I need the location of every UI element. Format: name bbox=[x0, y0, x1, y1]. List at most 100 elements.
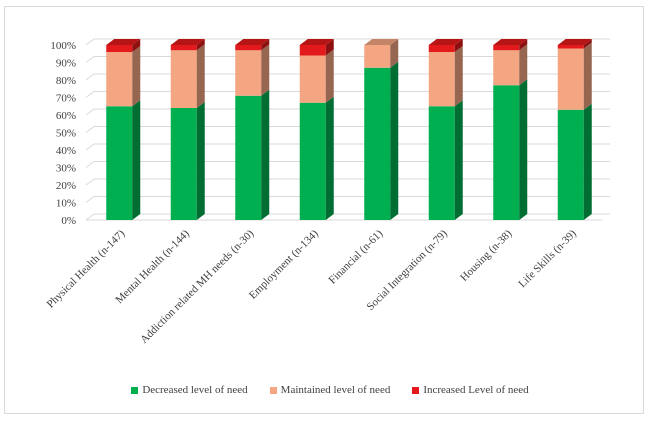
bar-segment-side bbox=[132, 100, 141, 220]
bar-segment-side bbox=[583, 103, 592, 220]
bar-segment bbox=[557, 48, 584, 110]
gridline-side bbox=[85, 196, 95, 203]
bar-segment bbox=[235, 95, 262, 220]
x-axis: Physical Health (n-147)Mental Health (n-… bbox=[45, 227, 580, 345]
x-tick-label: Life Skills (n-39) bbox=[516, 227, 579, 290]
bar-segment-side bbox=[196, 44, 205, 108]
bar-group bbox=[428, 39, 463, 220]
gridlines bbox=[85, 38, 610, 221]
bar-segment bbox=[493, 45, 520, 51]
legend-swatch-decreased bbox=[131, 386, 139, 394]
bar-segment bbox=[428, 106, 455, 220]
bar-segment-side bbox=[390, 39, 399, 68]
legend-swatch-maintained bbox=[269, 386, 277, 394]
y-tick-label: 10% bbox=[56, 198, 76, 210]
bar-segment-side bbox=[261, 39, 270, 51]
y-tick-label: 60% bbox=[56, 110, 76, 122]
bar-segment bbox=[493, 50, 520, 86]
bar-segment bbox=[428, 52, 455, 107]
bar-segment bbox=[299, 45, 326, 56]
x-tick-label: Housing (n-38) bbox=[458, 227, 514, 283]
y-tick-label: 70% bbox=[56, 93, 76, 105]
gridline-side bbox=[85, 38, 95, 46]
bar-top bbox=[428, 39, 463, 45]
bar-segment-side bbox=[196, 39, 205, 51]
legend-item-increased: Increased Level of need bbox=[412, 384, 529, 396]
bar-segment-side bbox=[583, 39, 592, 49]
bar-segment bbox=[170, 45, 197, 51]
bar-segment-side bbox=[519, 44, 528, 86]
y-tick-label: 30% bbox=[56, 163, 76, 175]
bar-segment-side bbox=[261, 89, 270, 220]
gridline-side bbox=[85, 178, 95, 186]
bar-segment-side bbox=[196, 102, 205, 220]
bar-segment-side bbox=[132, 39, 141, 52]
gridline-side bbox=[85, 213, 95, 221]
bar-top bbox=[235, 39, 270, 45]
x-tick-label: Financial (n-61) bbox=[327, 227, 386, 286]
legend-swatch-increased bbox=[412, 386, 420, 394]
legend-label-increased: Increased Level of need bbox=[423, 384, 529, 396]
bar-top bbox=[364, 39, 399, 45]
gridline-side bbox=[85, 108, 95, 116]
legend-label-maintained: Maintained level of need bbox=[280, 384, 391, 396]
gridline-side bbox=[85, 73, 95, 81]
bar-segment-side bbox=[261, 44, 270, 96]
bar-segment bbox=[106, 52, 133, 107]
bar-group bbox=[557, 39, 592, 220]
gridline-side bbox=[85, 143, 95, 151]
legend-item-decreased: Decreased level of need bbox=[131, 384, 248, 396]
bar-top bbox=[299, 39, 334, 45]
bar-segment bbox=[106, 106, 133, 220]
gridline-side bbox=[85, 91, 95, 98]
bar-segment bbox=[170, 50, 197, 108]
bar-segment bbox=[299, 55, 326, 103]
bar-segment-side bbox=[390, 61, 399, 220]
bar-group bbox=[106, 39, 141, 220]
bar-group bbox=[235, 39, 270, 220]
bar-group bbox=[364, 39, 399, 220]
bar-top bbox=[106, 39, 141, 45]
bar-top bbox=[493, 39, 528, 45]
bar-segment bbox=[106, 45, 133, 52]
bar-group bbox=[299, 39, 334, 220]
bar-segment-side bbox=[325, 49, 334, 103]
bar-segment bbox=[235, 50, 262, 96]
bar-segment bbox=[493, 85, 520, 220]
legend: Decreased level of need Maintained level… bbox=[0, 384, 660, 396]
bar-segment-side bbox=[583, 42, 592, 110]
bar-top bbox=[557, 39, 592, 45]
legend-item-maintained: Maintained level of need bbox=[269, 384, 391, 396]
gridline-side bbox=[85, 56, 95, 63]
y-axis: 0% 10% 20% 30% 40% 50% 60% 70% 80% 90% 100% bbox=[50, 40, 76, 227]
x-tick-label: Employment (n-134) bbox=[247, 227, 321, 301]
bar-segment bbox=[299, 102, 326, 220]
bar-segment-side bbox=[519, 39, 528, 51]
bars bbox=[106, 39, 592, 220]
legend-label-decreased: Decreased level of need bbox=[142, 384, 248, 396]
y-tick-label: 20% bbox=[56, 180, 76, 192]
y-tick-label: 0% bbox=[61, 215, 76, 227]
y-tick-label: 100% bbox=[50, 40, 76, 52]
bar-segment-side bbox=[454, 100, 463, 220]
gridline-side bbox=[85, 161, 95, 168]
gridline-side bbox=[85, 126, 95, 133]
y-tick-label: 40% bbox=[56, 145, 76, 157]
bar-segment bbox=[170, 108, 197, 220]
bar-group bbox=[170, 39, 205, 220]
y-tick-label: 80% bbox=[56, 75, 76, 87]
y-tick-label: 90% bbox=[56, 58, 76, 70]
bar-segment-side bbox=[132, 46, 141, 107]
bar-segment-side bbox=[325, 39, 334, 56]
bar-segment bbox=[557, 109, 584, 220]
bar-segment-side bbox=[454, 46, 463, 107]
x-tick-label: Addiction related MH needs (n-30) bbox=[138, 227, 256, 345]
bar-group bbox=[493, 39, 528, 220]
bar-segment-side bbox=[325, 96, 334, 220]
bar-segment bbox=[428, 45, 455, 52]
y-tick-label: 50% bbox=[56, 128, 76, 140]
bar-segment-side bbox=[454, 39, 463, 52]
bar-segment-side bbox=[519, 79, 528, 220]
bar-segment bbox=[364, 67, 391, 220]
